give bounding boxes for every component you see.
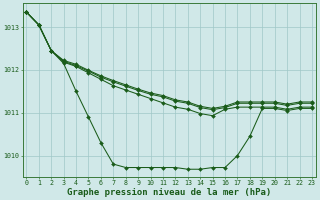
X-axis label: Graphe pression niveau de la mer (hPa): Graphe pression niveau de la mer (hPa) xyxy=(67,188,271,197)
